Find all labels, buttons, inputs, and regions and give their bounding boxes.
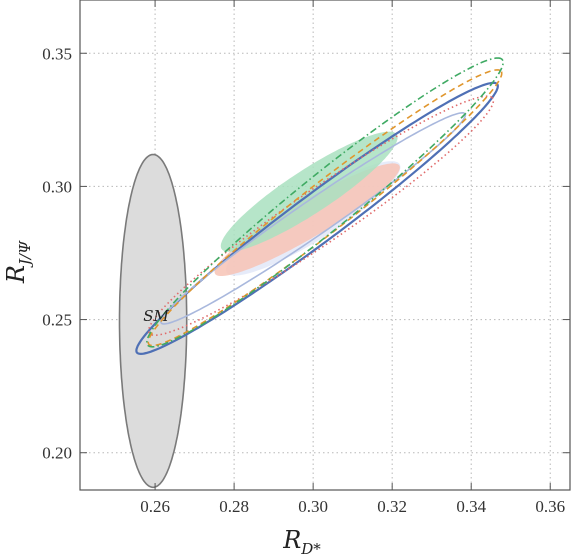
region-light-blue-inner: [160, 112, 467, 325]
region-sm: [118, 153, 188, 489]
contour-regions: [118, 57, 504, 489]
sm-annotation: SM: [143, 307, 169, 325]
region-filled-red: [214, 163, 400, 276]
region-orange-dashed: [147, 69, 503, 347]
region-solid-blue-outer: [135, 81, 499, 356]
x-tick-label: 0.26: [140, 497, 170, 516]
y-tick-label: 0.35: [42, 44, 72, 63]
y-tick-label: 0.30: [42, 177, 72, 196]
plot-border: [79, 0, 571, 491]
axis-ticks: [80, 0, 570, 490]
y-tick-label: 0.25: [42, 311, 72, 330]
plot-frame: [79, 0, 571, 491]
y-tick-label: 0.20: [42, 444, 72, 463]
x-axis-title: RD*: [282, 526, 321, 554]
y-axis-title: RJ/Ψ: [2, 240, 34, 284]
region-red-dotted: [147, 95, 495, 337]
x-tick-label: 0.34: [456, 497, 486, 516]
x-tick-label: 0.36: [535, 497, 565, 516]
tick-labels: 0.26 0.28 0.30 0.32 0.34 0.36 0.20 0.25 0.30 0.35: [42, 44, 565, 516]
x-tick-label: 0.30: [298, 497, 328, 516]
x-tick-label: 0.28: [219, 497, 249, 516]
region-green-dashdot: [146, 57, 504, 348]
x-tick-label: 0.32: [377, 497, 407, 516]
